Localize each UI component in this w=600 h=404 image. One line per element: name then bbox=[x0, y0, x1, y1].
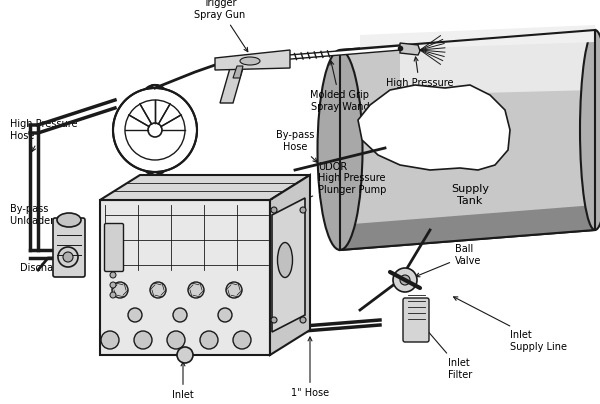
Text: Inlet: Inlet bbox=[172, 362, 194, 400]
Polygon shape bbox=[358, 85, 510, 170]
Circle shape bbox=[112, 282, 128, 298]
Text: High Pressure
Hose: High Pressure Hose bbox=[10, 119, 77, 152]
Polygon shape bbox=[340, 205, 595, 250]
Polygon shape bbox=[220, 68, 243, 103]
Circle shape bbox=[173, 308, 187, 322]
Text: UDOR
High Pressure
Plunger Pump: UDOR High Pressure Plunger Pump bbox=[274, 162, 386, 214]
Circle shape bbox=[271, 317, 277, 323]
Circle shape bbox=[150, 282, 166, 298]
Circle shape bbox=[271, 207, 277, 213]
Ellipse shape bbox=[317, 50, 362, 250]
Text: Discharge: Discharge bbox=[20, 258, 69, 273]
Circle shape bbox=[128, 308, 142, 322]
Circle shape bbox=[58, 247, 78, 267]
Circle shape bbox=[134, 331, 152, 349]
Circle shape bbox=[400, 275, 410, 285]
Circle shape bbox=[113, 88, 197, 172]
Circle shape bbox=[218, 308, 232, 322]
Text: Inlet
Supply Line: Inlet Supply Line bbox=[454, 297, 567, 351]
Ellipse shape bbox=[580, 30, 600, 230]
Polygon shape bbox=[400, 43, 420, 55]
Circle shape bbox=[200, 331, 218, 349]
Polygon shape bbox=[400, 32, 595, 95]
Circle shape bbox=[63, 252, 73, 262]
Circle shape bbox=[188, 282, 204, 298]
Polygon shape bbox=[100, 175, 310, 200]
Ellipse shape bbox=[240, 57, 260, 65]
Circle shape bbox=[177, 347, 193, 363]
Text: Inlet
Filter: Inlet Filter bbox=[422, 325, 472, 380]
Ellipse shape bbox=[57, 213, 81, 227]
Polygon shape bbox=[233, 66, 243, 78]
Text: High Pressure
Spray Nozzle: High Pressure Spray Nozzle bbox=[386, 57, 454, 100]
Circle shape bbox=[233, 331, 251, 349]
Text: Optional Thermal
Relief Valve: Optional Thermal Relief Valve bbox=[113, 190, 197, 237]
Circle shape bbox=[110, 272, 116, 278]
Circle shape bbox=[110, 282, 116, 288]
Circle shape bbox=[101, 331, 119, 349]
Circle shape bbox=[300, 317, 306, 323]
Polygon shape bbox=[360, 25, 595, 50]
Text: 1" Hose: 1" Hose bbox=[291, 337, 329, 398]
Text: By-pass
Hose: By-pass Hose bbox=[276, 130, 317, 162]
Text: Molded Grip
Spray Wand: Molded Grip Spray Wand bbox=[311, 61, 370, 112]
Circle shape bbox=[300, 207, 306, 213]
Circle shape bbox=[226, 282, 242, 298]
Text: Supply
Tank: Supply Tank bbox=[451, 184, 489, 206]
Polygon shape bbox=[100, 200, 270, 355]
Text: Ball
Valve: Ball Valve bbox=[416, 244, 481, 277]
FancyBboxPatch shape bbox=[104, 223, 124, 271]
Circle shape bbox=[148, 123, 162, 137]
FancyBboxPatch shape bbox=[403, 298, 429, 342]
Polygon shape bbox=[215, 50, 290, 70]
Circle shape bbox=[167, 331, 185, 349]
FancyBboxPatch shape bbox=[53, 218, 85, 277]
Text: Trigger
Spray Gun: Trigger Spray Gun bbox=[194, 0, 248, 52]
Circle shape bbox=[393, 268, 417, 292]
Text: By-pass
Unloader Valve: By-pass Unloader Valve bbox=[10, 204, 83, 242]
Polygon shape bbox=[340, 30, 595, 250]
Ellipse shape bbox=[277, 242, 293, 278]
Polygon shape bbox=[270, 175, 310, 355]
Polygon shape bbox=[272, 198, 305, 332]
Circle shape bbox=[110, 292, 116, 298]
